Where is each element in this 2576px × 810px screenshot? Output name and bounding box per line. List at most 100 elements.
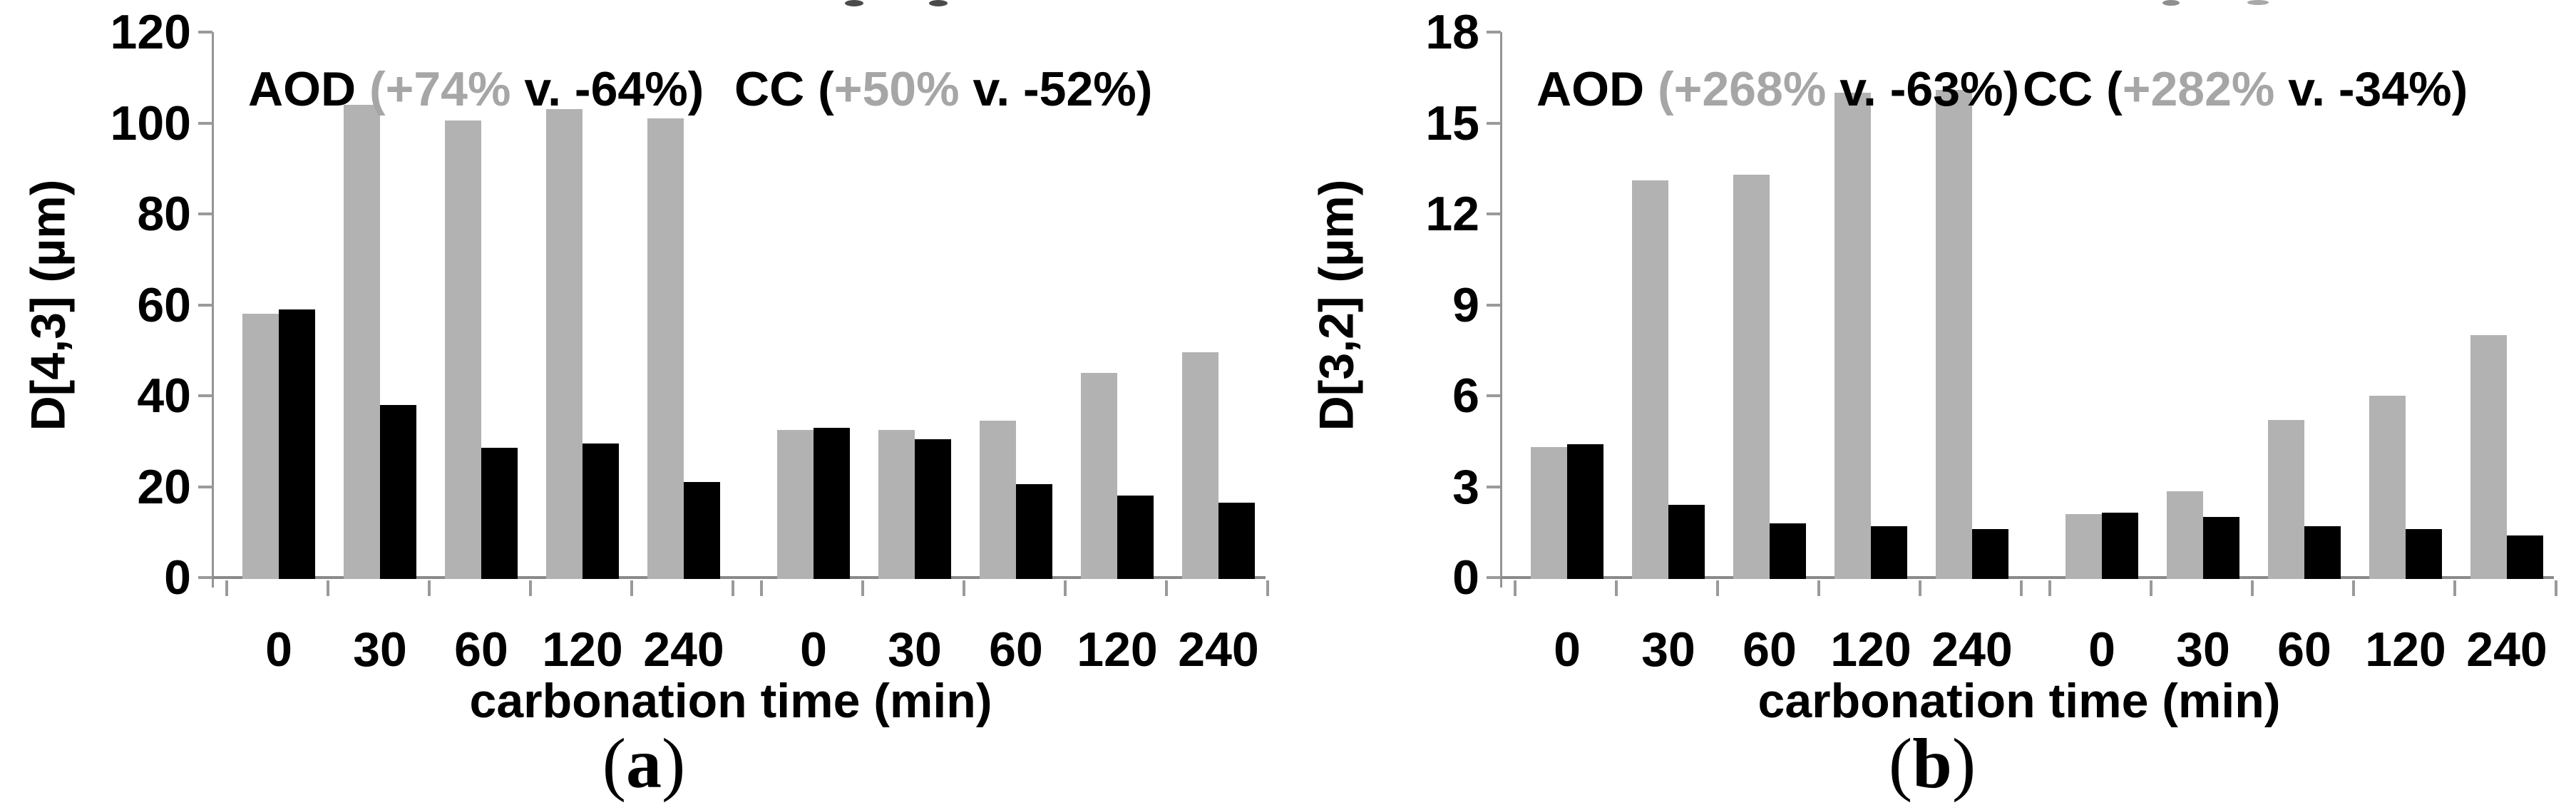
bar-gray: [2167, 491, 2203, 579]
group-annotation: AOD (+268% v. -63%): [1536, 63, 2019, 115]
x-axis-tick: [2150, 580, 2152, 596]
annotation-text: v. -34%): [2274, 62, 2468, 116]
bar-black: [380, 404, 416, 579]
bar-gray: [546, 109, 583, 579]
annotation-text: v. -52%): [959, 62, 1153, 116]
bar-gray: [1081, 373, 1117, 579]
x-axis-tick: [1817, 580, 1820, 596]
x-tick-label: 30: [888, 622, 942, 677]
cropped-text-artifact: [2162, 0, 2180, 6]
bar-gray: [1531, 447, 1567, 579]
annotation-text: v. -63%): [1826, 62, 2020, 116]
y-axis-tick: [198, 394, 212, 397]
x-tick-label: 0: [800, 622, 827, 677]
x-tick-label: 60: [1743, 622, 1797, 677]
plot-area: 0 20 40 60 80 100 120 AOD (+74% v. -64%) CC (+50…: [111, 8, 1269, 602]
y-tick-label: 0: [1452, 550, 1479, 605]
x-tick-label: 240: [2466, 622, 2547, 677]
x-tick-label: 120: [542, 622, 623, 677]
y-tick-label: 9: [1452, 277, 1479, 332]
x-axis-tick: [2555, 580, 2557, 596]
x-tick-label: 60: [454, 622, 508, 677]
bar-black: [1770, 523, 1806, 579]
bar-black: [2406, 529, 2442, 579]
x-axis-tick: [428, 580, 431, 596]
y-tick-label: 3: [1452, 459, 1479, 514]
x-axis-tick: [2251, 580, 2254, 596]
x-axis-tick: [760, 580, 763, 596]
x-axis-tick: [861, 580, 864, 596]
annotation-gain-text: (: [1658, 62, 1674, 116]
x-axis-tick: [2352, 580, 2355, 596]
x-tick-label: 30: [2176, 622, 2230, 677]
bar-black: [2304, 526, 2341, 579]
x-tick-label: 0: [2088, 622, 2115, 677]
annotation-text: (: [2106, 62, 2123, 116]
x-axis-tick: [1266, 580, 1269, 596]
x-tick-label: 60: [2277, 622, 2331, 677]
bar-black: [814, 427, 850, 579]
bar-gray: [1182, 352, 1218, 579]
panel-caption-text: ): [662, 724, 686, 803]
bar-gray: [777, 429, 814, 579]
bar-black: [481, 448, 518, 579]
y-axis-tick: [198, 31, 212, 34]
annotation-text: AOD: [248, 62, 369, 116]
x-axis-tick: [1615, 580, 1618, 596]
annotation-text: CC: [2023, 62, 2107, 116]
x-tick-label: 240: [1178, 622, 1259, 677]
bar-gray: [242, 314, 279, 579]
annotation-gain-text: +282%: [2122, 62, 2275, 116]
bar-black: [2507, 535, 2543, 579]
bar-black: [1218, 502, 1255, 579]
y-axis-line: [212, 32, 214, 588]
bar-black: [2102, 512, 2138, 579]
panel-caption-text: ): [1951, 724, 1976, 803]
group-annotation: CC (+282% v. -34%): [2023, 63, 2468, 115]
y-axis-tick: [1487, 303, 1501, 307]
cropped-text-artifact: [929, 0, 948, 6]
y-tick-label: 18: [1425, 5, 1479, 59]
panel-caption-text: b: [1912, 724, 1952, 803]
bar-black: [1668, 505, 1705, 579]
x-tick-label: 240: [1931, 622, 2013, 677]
panel-caption-text: (: [1888, 724, 1913, 803]
x-axis-tick: [2020, 580, 2023, 596]
plot-area: 0 3 6 9 12 15 18 AOD (+268% v. -63%) CC (+282% v…: [1425, 8, 2557, 602]
bar-gray: [1733, 174, 1770, 579]
y-tick-label: 120: [110, 5, 191, 59]
x-axis-line: [1500, 576, 2554, 579]
y-tick-label: 0: [164, 550, 191, 605]
cropped-text-artifact: [2247, 0, 2269, 5]
bar-gray: [1834, 93, 1871, 579]
annotation-text: AOD: [1536, 62, 1658, 116]
y-axis-tick: [1487, 394, 1501, 397]
bar-gray: [878, 429, 915, 579]
y-axis-tick: [1487, 121, 1501, 125]
bar-gray: [344, 105, 380, 579]
panel-caption-text: (: [602, 724, 626, 803]
bar-gray: [1632, 180, 1668, 579]
y-tick-label: 40: [137, 369, 191, 423]
y-axis-tick: [1487, 485, 1501, 488]
bar-gray: [980, 421, 1016, 579]
annotation-gain-text: (: [369, 62, 386, 116]
y-tick-label: 60: [137, 277, 191, 332]
bar-black: [915, 439, 951, 579]
x-axis-tick: [1064, 580, 1067, 596]
y-axis-tick: [198, 121, 212, 125]
x-tick-label: 60: [989, 622, 1043, 677]
bar-black: [583, 443, 619, 579]
bar-black: [684, 482, 720, 579]
bar-gray: [2268, 420, 2304, 579]
bar-black: [1972, 529, 2008, 579]
bar-black: [279, 309, 315, 579]
x-axis-title: carbonation time (min): [469, 674, 992, 728]
x-axis-tick: [2453, 580, 2456, 596]
bar-black: [2203, 517, 2239, 579]
panel-caption: (b): [1288, 726, 2576, 801]
x-axis-tick: [529, 580, 532, 596]
x-axis-tick: [1165, 580, 1168, 596]
annotation-text: v. -64%): [510, 62, 704, 116]
x-axis-tick: [732, 580, 734, 596]
